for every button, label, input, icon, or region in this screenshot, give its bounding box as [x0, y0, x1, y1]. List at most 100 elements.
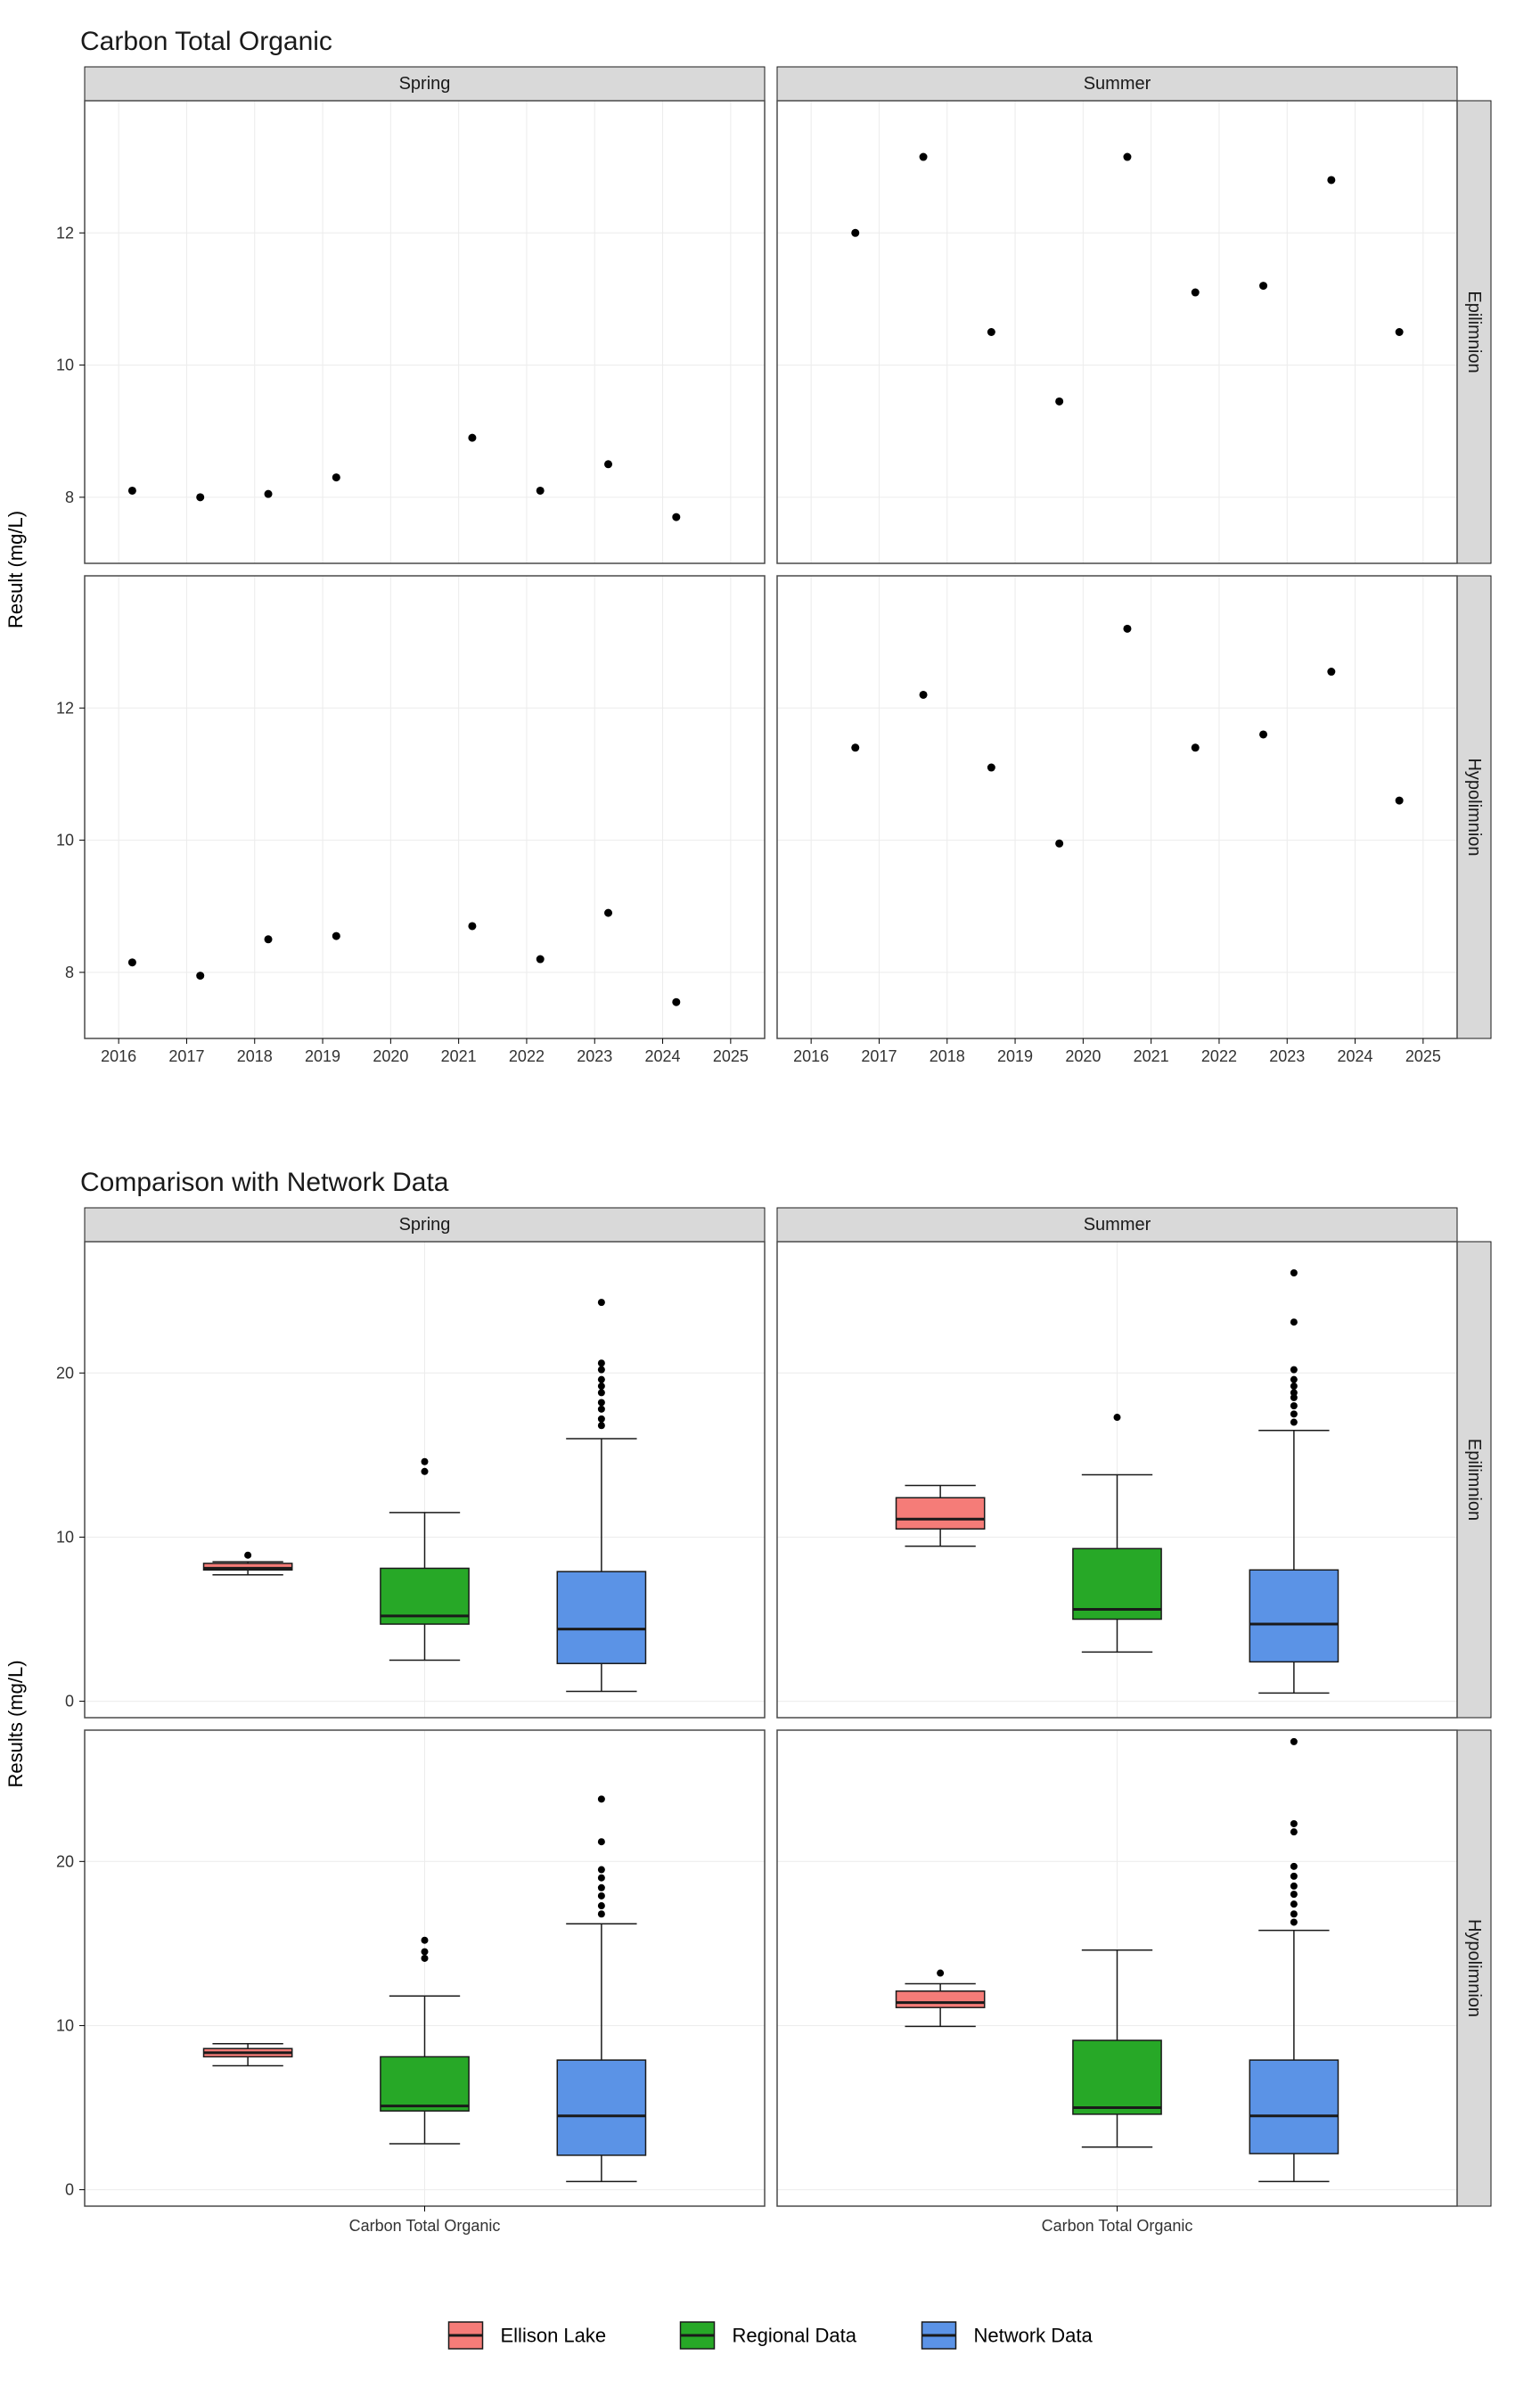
x-tick-label: 2018 [930, 1047, 965, 1065]
scatter-point [987, 328, 995, 336]
x-tick-label: 2024 [645, 1047, 681, 1065]
y-tick-label: 20 [56, 1364, 74, 1382]
boxplot-box [381, 2056, 469, 2111]
outlier-point [598, 1867, 605, 1874]
scatter-point [1259, 282, 1267, 290]
scatter-point [332, 473, 340, 481]
outlier-point [598, 1795, 605, 1802]
x-tick-label: 2016 [793, 1047, 829, 1065]
scatter-point [1055, 398, 1063, 406]
scatter-point [537, 956, 545, 964]
outlier-point [598, 1875, 605, 1882]
scatter-point [196, 493, 204, 501]
scatter-facet-chart: SpringSummerEpilimnionHypolimnionResult … [0, 62, 1540, 1087]
facet-col-label: Summer [1084, 1215, 1151, 1235]
legend-label: Regional Data [733, 2325, 857, 2347]
scatter-point [128, 958, 136, 966]
scatter-point [1396, 328, 1404, 336]
outlier-point [422, 1955, 429, 1962]
outlier-point [598, 1838, 605, 1845]
outlier-point [1290, 1383, 1298, 1390]
outlier-point [598, 1415, 605, 1423]
outlier-point [1290, 1318, 1298, 1325]
y-axis-label: Result (mg/L) [4, 511, 27, 628]
scatter-point [1327, 668, 1335, 676]
outlier-point [1290, 1269, 1298, 1276]
facet-col-label: Spring [399, 1215, 451, 1235]
y-axis-label: Results (mg/L) [4, 1660, 27, 1787]
scatter-point [1259, 730, 1267, 738]
outlier-point [598, 1366, 605, 1374]
scatter-point [1055, 840, 1063, 848]
facet-col-label: Spring [399, 74, 451, 94]
outlier-point [598, 1383, 605, 1390]
scatter-point [604, 460, 612, 468]
y-tick-label: 12 [56, 699, 74, 717]
x-tick-label: 2019 [305, 1047, 340, 1065]
y-tick-label: 8 [65, 964, 74, 981]
outlier-point [937, 1970, 944, 1977]
x-tick-label: 2020 [373, 1047, 408, 1065]
boxplot-box [1249, 2060, 1338, 2154]
outlier-point [598, 1422, 605, 1429]
x-tick-label: 2021 [441, 1047, 477, 1065]
x-tick-label: 2021 [1134, 1047, 1169, 1065]
boxplot-box [897, 1498, 985, 1529]
x-tick-label: Carbon Total Organic [349, 2217, 501, 2235]
scatter-point [920, 691, 928, 699]
outlier-point [598, 1376, 605, 1383]
x-tick-label: 2024 [1338, 1047, 1373, 1065]
scatter-point [987, 764, 995, 772]
scatter-point [920, 153, 928, 161]
scatter-point [851, 743, 859, 751]
y-tick-label: 10 [56, 1528, 74, 1546]
facet-row-label: Epilimnion [1464, 291, 1484, 373]
facet-row-label: Epilimnion [1464, 1439, 1484, 1521]
boxplot-facet-chart: SpringSummerEpilimnionHypolimnionResults… [0, 1203, 1540, 2273]
outlier-point [422, 1937, 429, 1944]
scatter-point [1192, 743, 1200, 751]
x-tick-label: 2019 [997, 1047, 1033, 1065]
boxplot-box [1249, 1570, 1338, 1662]
boxplot-box [557, 1571, 645, 1663]
legend-label: Network Data [974, 2325, 1094, 2347]
x-tick-label: 2022 [509, 1047, 545, 1065]
scatter-point [196, 972, 204, 980]
outlier-point [598, 1359, 605, 1366]
y-tick-label: 20 [56, 1852, 74, 1870]
outlier-point [1290, 1863, 1298, 1870]
outlier-point [422, 1949, 429, 1956]
x-tick-label: 2023 [1269, 1047, 1305, 1065]
outlier-point [244, 1552, 251, 1559]
outlier-point [1290, 1918, 1298, 1925]
boxplot-chart-title: Comparison with Network Data [80, 1168, 448, 1198]
y-tick-label: 12 [56, 224, 74, 242]
scatter-point [1327, 176, 1335, 184]
outlier-point [598, 1902, 605, 1909]
outlier-point [598, 1389, 605, 1396]
outlier-point [1290, 1402, 1298, 1409]
x-tick-label: 2023 [577, 1047, 612, 1065]
x-tick-label: 2017 [861, 1047, 897, 1065]
legend: Ellison LakeRegional DataNetwork Data [0, 2300, 1540, 2371]
outlier-point [598, 1910, 605, 1917]
outlier-point [1290, 1376, 1298, 1383]
outlier-point [1290, 1873, 1298, 1880]
scatter-point [1123, 153, 1131, 161]
outlier-point [598, 1399, 605, 1406]
outlier-point [1114, 1414, 1121, 1421]
y-tick-label: 0 [65, 1693, 74, 1711]
scatter-point [1123, 625, 1131, 633]
x-tick-label: 2022 [1201, 1047, 1237, 1065]
y-tick-label: 0 [65, 2181, 74, 2199]
outlier-point [1290, 1410, 1298, 1417]
y-tick-label: 10 [56, 2016, 74, 2034]
outlier-point [1290, 1900, 1298, 1908]
outlier-point [422, 1458, 429, 1465]
scatter-point [672, 998, 680, 1006]
x-tick-label: 2017 [168, 1047, 204, 1065]
x-tick-label: 2020 [1065, 1047, 1101, 1065]
boxplot-box [897, 1991, 985, 2007]
outlier-point [1290, 1419, 1298, 1426]
x-tick-label: 2016 [101, 1047, 136, 1065]
